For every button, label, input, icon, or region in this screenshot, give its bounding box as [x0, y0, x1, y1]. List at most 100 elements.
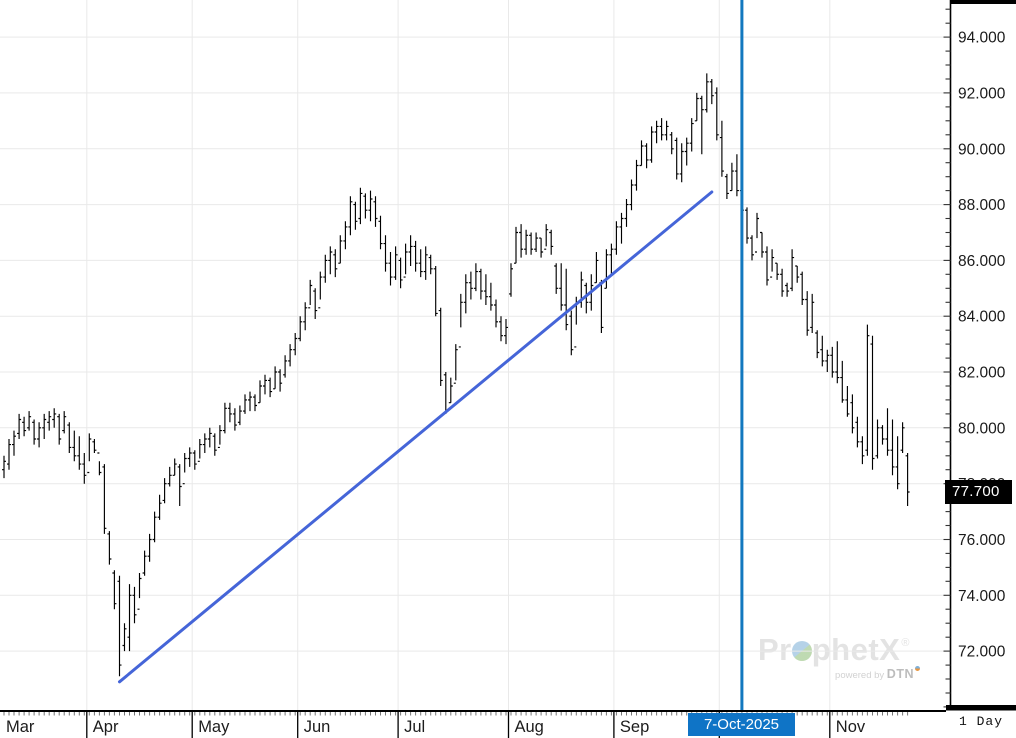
powered-by-text: powered by — [835, 670, 885, 681]
ohlc-bar — [17, 413, 22, 439]
ohlc-bar — [614, 221, 619, 255]
ohlc-bar — [483, 274, 488, 305]
ohlc-bar — [865, 324, 870, 456]
dtn-brand: DTN — [886, 667, 914, 681]
month-label: May — [198, 718, 230, 736]
ohlc-bar — [192, 450, 197, 470]
price-axis[interactable]: 72.00074.00076.00078.00080.00082.00084.0… — [943, 0, 1016, 711]
ohlc-bar — [278, 369, 283, 392]
ohlc-bar — [709, 79, 714, 105]
logo-text-pre: Pr — [758, 632, 792, 667]
ohlc-bar — [679, 143, 684, 183]
y-axis-label: 82.000 — [958, 365, 1006, 382]
ohlc-bar — [408, 235, 413, 266]
ohlc-bar — [448, 377, 453, 404]
ohlc-bar — [755, 212, 759, 253]
ohlc-bar — [52, 408, 57, 428]
ohlc-bar — [358, 187, 363, 225]
ohlc-bar — [423, 246, 428, 280]
time-axis-pane[interactable] — [0, 710, 946, 738]
y-axis-label: 88.000 — [958, 197, 1006, 214]
ohlc-bar — [303, 302, 308, 331]
dtn-logo-dot — [915, 666, 920, 671]
logo-text-post: phetX — [811, 632, 901, 667]
ohlc-bars — [2, 73, 910, 677]
ohlc-bar — [514, 226, 518, 264]
ohlc-bar — [243, 394, 247, 414]
ohlc-bar — [167, 466, 172, 487]
ohlc-bar — [248, 391, 252, 412]
ohlc-bar — [413, 240, 418, 272]
ohlc-bar — [609, 243, 614, 275]
axis-pane-top-border — [951, 0, 1016, 4]
y-axis-label: 86.000 — [958, 253, 1006, 270]
ohlc-bar — [127, 584, 132, 652]
ohlc-bar — [734, 154, 739, 197]
registered-mark: ® — [901, 637, 910, 649]
ohlc-bar — [57, 413, 62, 445]
ohlc-bar — [162, 478, 167, 504]
time-axis[interactable]: MarAprMayJunJulAugSepOctNov — [0, 710, 946, 738]
ohlc-bar — [504, 319, 508, 345]
ohlc-bar — [393, 246, 398, 280]
ohlc-bar — [212, 433, 217, 456]
ohlc-bar — [147, 533, 152, 562]
ohlc-bar — [258, 380, 262, 404]
ohlc-bar — [37, 422, 42, 448]
ohlc-bar — [790, 249, 795, 292]
crosshair-date-chip: 7-Oct-2025 — [688, 713, 795, 736]
ohlc-bar — [900, 422, 905, 453]
ohlc-bar — [273, 366, 278, 390]
ohlc-bar — [870, 335, 875, 470]
ohlc-bar — [2, 455, 6, 479]
ohlc-bar — [338, 235, 343, 264]
ohlc-bar — [117, 575, 122, 677]
ohlc-bar — [860, 436, 865, 465]
ohlc-bar — [478, 268, 483, 300]
ohlc-bar — [674, 137, 679, 180]
ohlc-bar — [403, 243, 408, 278]
ohlc-bar — [7, 439, 11, 470]
ohlc-bar — [67, 422, 72, 453]
y-axis-label: 72.000 — [958, 644, 1006, 661]
month-label: Mar — [6, 718, 35, 736]
ohlc-bar — [328, 246, 333, 275]
ohlc-bar — [187, 447, 192, 467]
ohlc-bar — [855, 416, 860, 448]
ohlc-bar — [82, 453, 87, 484]
month-label: Nov — [836, 718, 866, 736]
ohlc-bar — [373, 196, 378, 227]
ohlc-bar — [599, 279, 604, 333]
ohlc-bar — [820, 335, 825, 367]
ohlc-bar — [22, 416, 27, 437]
timeframe-label: 1 Day — [958, 714, 1003, 729]
ohlc-bar — [27, 411, 32, 431]
ohlc-bar — [885, 408, 890, 456]
ohlc-bar — [765, 246, 769, 286]
ohlc-bar — [458, 293, 463, 348]
ohlc-bar — [544, 224, 549, 250]
ohlc-bar — [830, 346, 835, 378]
ohlc-bar — [97, 452, 102, 476]
ohlc-bar — [594, 252, 599, 284]
ohlc-bar — [202, 433, 207, 453]
ohlc-bar — [172, 458, 177, 476]
ohlc-bar — [433, 266, 438, 317]
ohlc-bar — [142, 550, 147, 576]
y-axis-label: 84.000 — [958, 309, 1006, 326]
ohlc-bar — [509, 263, 513, 297]
ohlc-bar — [333, 249, 338, 278]
month-label: Jul — [404, 718, 425, 736]
price-axis-pane[interactable] — [946, 0, 1016, 710]
ohlc-bar — [207, 427, 212, 448]
trendline[interactable] — [118, 190, 714, 684]
ohlc-bar — [132, 586, 137, 624]
ohlc-bar — [895, 436, 900, 490]
ohlc-bar — [890, 419, 895, 476]
ohlc-bar — [539, 237, 544, 258]
y-axis-label: 80.000 — [958, 420, 1006, 437]
month-label: Jun — [304, 718, 331, 736]
ohlc-bar — [293, 333, 298, 356]
